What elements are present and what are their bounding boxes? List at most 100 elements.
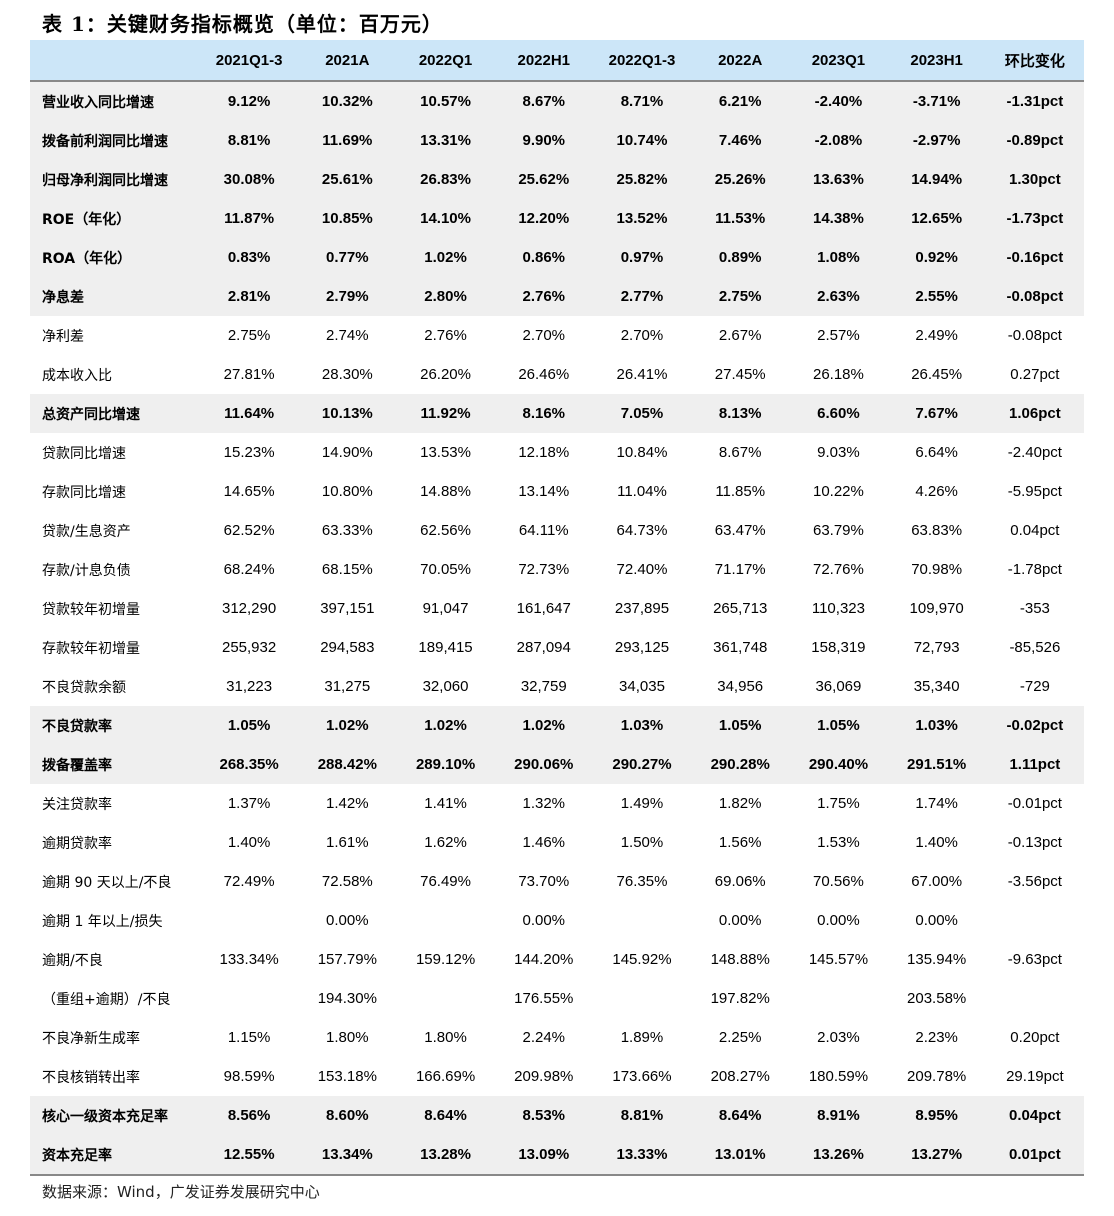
row-label: 贷款较年初增量: [42, 601, 140, 618]
table-cell: 15.23%: [223, 444, 275, 461]
table-cell: 8.67%: [718, 444, 762, 461]
table-cell: 0.89%: [691, 238, 790, 277]
table-cell: 189,415: [418, 639, 473, 656]
table-cell: -2.97%: [887, 121, 986, 160]
table-cell: 289.10%: [396, 745, 495, 784]
table-cell: 173.66%: [612, 1068, 672, 1085]
table-cell: 2.79%: [298, 277, 397, 316]
table-cell: 98.59%: [223, 1068, 275, 1085]
table-cell: 72.76%: [812, 561, 864, 578]
table-cell: 7.67%: [887, 394, 986, 433]
table-cell: 1.74%: [915, 795, 958, 812]
table-cell: 1.82%: [718, 795, 762, 812]
table-cell: 11.87%: [200, 199, 299, 238]
table-cell: 0.00%: [718, 912, 762, 929]
table-row: 资本充足率 12.55% 13.34% 13.28% 13.09% 13.33% 13.01…: [30, 1135, 1084, 1176]
table-cell: 11.69%: [298, 121, 397, 160]
row-label: 核心一级资本充足率: [30, 1096, 200, 1135]
table-row: 逾期 90 天以上/不良 72.49% 72.58% 76.49% 73.70% 76.3…: [30, 862, 1084, 901]
table-cell: 8.13%: [691, 394, 790, 433]
table-cell: -3.56pct: [1007, 873, 1062, 890]
table-cell: 14.90%: [321, 444, 373, 461]
table-cell: 1.80%: [326, 1029, 369, 1046]
table-cell: 12.18%: [518, 444, 570, 461]
table-cell: 1.05%: [691, 706, 790, 745]
table-cell: 72.58%: [321, 873, 373, 890]
table-row: 成本收入比 27.81% 28.30% 26.20% 26.46% 26.41% 27.45…: [30, 355, 1084, 394]
table-cell: [986, 901, 1084, 940]
table-cell: 26.45%: [911, 366, 963, 383]
table-cell: 2.49%: [915, 327, 958, 344]
table-cell: 133.34%: [219, 951, 279, 968]
table-cell: 8.64%: [396, 1096, 495, 1135]
table-cell: 1.37%: [227, 795, 271, 812]
table-cell: 1.03%: [887, 706, 986, 745]
table-cell: 2.03%: [817, 1029, 860, 1046]
table-cell: 62.52%: [223, 522, 275, 539]
column-header: 2022Q1: [396, 40, 495, 82]
table-cell: [986, 979, 1084, 1018]
table-cell: 1.02%: [298, 706, 397, 745]
table-cell: 91,047: [422, 600, 469, 617]
table-cell: 2.55%: [887, 277, 986, 316]
table-cell: 1.40%: [227, 834, 271, 851]
table-cell: -0.16pct: [985, 238, 1084, 277]
table-cell: 0.86%: [494, 238, 593, 277]
table-cell: 288.42%: [298, 745, 397, 784]
table-cell: 157.79%: [317, 951, 377, 968]
table-row: 逾期贷款率 1.40% 1.61% 1.62% 1.46% 1.50% 1.56% 1.53%…: [30, 823, 1084, 862]
table-cell: 26.20%: [420, 366, 471, 383]
source-note: 数据来源：Wind，广发证券发展研究中心: [42, 1183, 320, 1201]
table-cell: 31,275: [324, 678, 371, 695]
table-cell: 1.62%: [424, 834, 467, 851]
table-cell: 64.73%: [616, 522, 668, 539]
table-cell: 194.30%: [317, 990, 377, 1007]
table-cell: 145.92%: [612, 951, 672, 968]
table-cell: 1.02%: [494, 706, 593, 745]
table-cell: 1.42%: [326, 795, 369, 812]
table-cell: -0.08pct: [1007, 327, 1062, 344]
table-cell: 0.00%: [522, 912, 566, 929]
table-cell: 8.16%: [494, 394, 593, 433]
row-label: 逾期 90 天以上/不良: [42, 874, 172, 891]
table-cell: 159.12%: [415, 951, 476, 968]
table-cell: 291.51%: [887, 745, 986, 784]
table-cell: 290.40%: [789, 745, 888, 784]
table-row: 贷款较年初增量 312,290 397,151 91,047 161,647 237,89…: [30, 589, 1084, 628]
table-cell: 27.45%: [714, 366, 766, 383]
table-row: 归母净利润同比增速 30.08% 25.61% 26.83% 25.62% 25.82% 2…: [30, 160, 1084, 199]
table-cell: 0.77%: [298, 238, 397, 277]
table-cell: 26.46%: [518, 366, 570, 383]
table-cell: [200, 979, 298, 1018]
table-cell: 70.98%: [911, 561, 963, 578]
row-label: 逾期/不良: [42, 952, 103, 969]
table-title: 表 1：关键财务指标概览（单位：百万元）: [42, 12, 443, 36]
table-cell: 63.79%: [812, 522, 864, 539]
table-cell: 6.21%: [691, 81, 790, 121]
table-cell: 11.92%: [396, 394, 495, 433]
table-cell: 290.27%: [592, 745, 692, 784]
table-cell: -1.73pct: [985, 199, 1084, 238]
row-label: 成本收入比: [42, 367, 112, 384]
table-cell: 109,970: [909, 600, 964, 617]
table-cell: 2.74%: [326, 327, 369, 344]
table-cell: 13.26%: [789, 1135, 888, 1176]
table-cell: 2.24%: [522, 1029, 566, 1046]
table-cell: 2.76%: [494, 277, 593, 316]
column-header: 2023H1: [887, 40, 986, 82]
table-cell: 8.81%: [592, 1096, 692, 1135]
row-label: 不良贷款余额: [42, 679, 126, 696]
table-cell: 237,895: [614, 600, 670, 617]
table-cell: 10.84%: [616, 444, 668, 461]
table-cell: 135.94%: [907, 951, 967, 968]
table-cell: -2.08%: [789, 121, 888, 160]
table-cell: 2.70%: [620, 327, 664, 344]
table-cell: 6.64%: [915, 444, 958, 461]
table-cell: 13.14%: [518, 483, 570, 500]
table-cell: 10.74%: [592, 121, 692, 160]
table-cell: 9.03%: [817, 444, 860, 461]
table-cell: 2.77%: [592, 277, 692, 316]
table-cell: 62.56%: [420, 522, 471, 539]
table-cell: 1.75%: [817, 795, 860, 812]
table-cell: 30.08%: [200, 160, 299, 199]
